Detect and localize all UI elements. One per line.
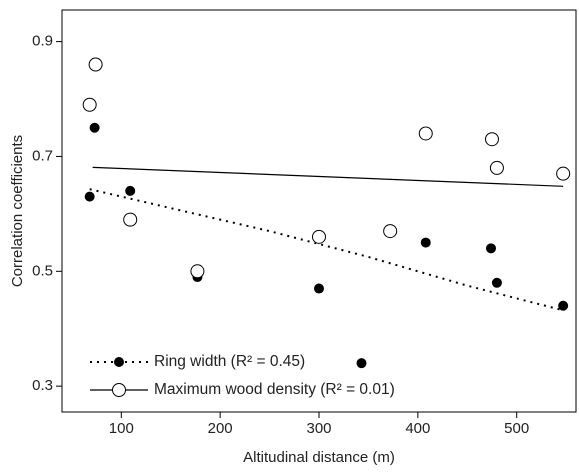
data-point: [484, 132, 499, 147]
legend-marker: [114, 357, 124, 367]
data-point: [489, 160, 504, 175]
data-point: [356, 358, 367, 369]
legend-label: Maximum wood density (R² = 0.01): [154, 381, 395, 398]
y-tick-label: 0.9: [32, 33, 53, 50]
data-point: [420, 237, 431, 248]
data-point: [84, 191, 95, 202]
data-point: [89, 122, 100, 133]
x-tick-label: 300: [306, 420, 331, 437]
y-tick-label: 0.3: [32, 377, 53, 394]
data-point: [556, 166, 571, 181]
data-point: [88, 57, 103, 72]
data-point: [383, 224, 398, 239]
y-tick-label: 0.7: [32, 147, 53, 164]
trend-line: [89, 188, 564, 312]
data-point: [312, 229, 326, 244]
data-point: [558, 300, 569, 311]
data-point: [125, 185, 136, 196]
trend-line: [92, 166, 564, 187]
x-tick-label: 200: [208, 420, 233, 437]
data-point: [82, 97, 97, 112]
legend-label: Ring width (R² = 0.45): [154, 353, 305, 370]
x-tick-label: 400: [405, 420, 430, 437]
y-tick-label: 0.5: [32, 262, 53, 279]
data-point: [491, 277, 502, 288]
x-tick-label: 100: [109, 420, 134, 437]
legend-marker: [112, 383, 126, 397]
data-point: [190, 264, 205, 279]
x-tick-label: 500: [504, 420, 529, 437]
data-point: [418, 126, 433, 141]
data-point: [485, 243, 496, 254]
x-axis-label: Altitudinal distance (m): [243, 449, 395, 466]
plot-frame: [61, 9, 577, 413]
y-axis-label: Correlation coefficients: [9, 135, 26, 287]
data-point: [314, 283, 324, 294]
data-point: [123, 212, 138, 227]
